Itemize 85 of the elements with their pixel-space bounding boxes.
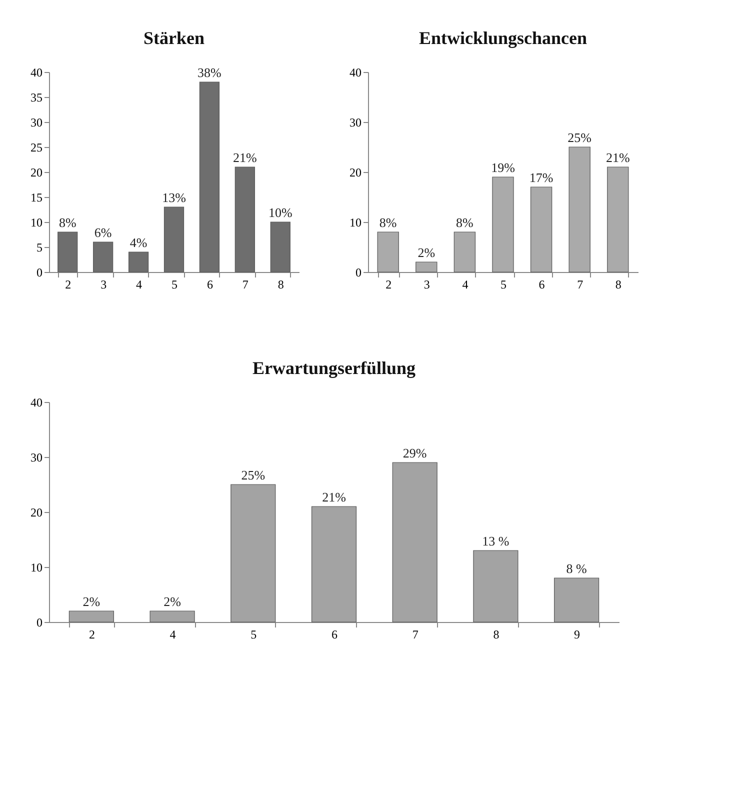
x-tick-label: 7: [412, 628, 418, 642]
data-label: 25%: [568, 130, 592, 145]
bar: [199, 82, 220, 272]
data-label: 2%: [164, 594, 182, 609]
y-tick-label: 20: [30, 166, 42, 180]
data-label: 2%: [418, 245, 436, 260]
bar: [473, 550, 518, 622]
bar: [270, 222, 290, 272]
data-label: 19%: [491, 160, 516, 175]
x-tick-label: 5: [250, 628, 257, 642]
y-tick-label: 40: [350, 66, 362, 80]
data-label: 21%: [233, 150, 257, 165]
y-tick-label: 25: [30, 140, 42, 154]
data-label: 17%: [529, 170, 554, 185]
data-label: 29%: [402, 446, 427, 460]
data-label: 13%: [162, 190, 186, 205]
y-tick-label: 0: [36, 616, 42, 630]
x-tick-label: 2: [65, 278, 72, 292]
bar: [416, 262, 438, 272]
bar: [568, 146, 590, 272]
y-tick-label: 0: [36, 266, 42, 280]
data-label: 13 %: [482, 534, 510, 548]
y-tick-label: 0: [356, 266, 362, 280]
y-tick-label: 20: [30, 506, 42, 520]
data-label: 38%: [198, 65, 222, 80]
x-tick-label: 4: [170, 628, 176, 642]
x-tick-label: 8: [615, 278, 622, 292]
y-tick-label: 5: [36, 240, 42, 254]
x-tick-label: 6: [538, 278, 545, 292]
y-tick-label: 10: [350, 216, 362, 230]
bar: [554, 578, 600, 622]
data-label: 2%: [82, 594, 100, 609]
bar: [68, 610, 114, 622]
bar: [530, 186, 552, 272]
bar: [377, 232, 399, 272]
chart-title: Entwicklungschancen: [418, 28, 588, 48]
y-tick-label: 10: [30, 216, 42, 230]
bar: [454, 232, 476, 272]
y-tick-label: 40: [30, 396, 42, 410]
data-label: 8%: [456, 215, 474, 230]
x-tick-label: 3: [424, 278, 430, 292]
data-label: 8 %: [566, 561, 588, 576]
bar: [164, 206, 184, 272]
y-tick-label: 20: [350, 166, 362, 180]
x-tick-label: 5: [500, 278, 506, 292]
data-label: 10%: [268, 205, 292, 220]
data-label: 4%: [130, 235, 148, 250]
data-label: 21%: [606, 150, 630, 165]
data-label: 8%: [379, 215, 397, 230]
data-label: 21%: [322, 490, 346, 504]
y-tick-label: 30: [30, 116, 42, 130]
x-tick-label: 3: [100, 278, 107, 292]
y-tick-label: 15: [30, 190, 42, 204]
bar: [128, 252, 149, 272]
y-tick-label: 30: [350, 116, 362, 130]
x-tick-label: 2: [386, 278, 392, 292]
chart-title: Stärken: [143, 28, 205, 48]
bar: [230, 484, 276, 622]
bar: [392, 462, 438, 622]
x-tick-label: 4: [462, 278, 468, 292]
bar: [58, 232, 78, 272]
data-label: 25%: [241, 468, 266, 482]
y-tick-label: 40: [30, 66, 42, 80]
bar: [311, 506, 357, 622]
x-tick-label: 4: [136, 278, 142, 292]
x-tick-label: 7: [242, 278, 248, 292]
x-tick-label: 6: [332, 628, 338, 642]
x-tick-label: 9: [574, 628, 580, 642]
x-tick-label: 2: [88, 628, 95, 642]
y-tick-label: 10: [30, 560, 42, 574]
data-label: 6%: [94, 225, 112, 240]
bar: [93, 242, 114, 272]
bar: [607, 166, 629, 272]
chart-title: Erwartungserfüllung: [252, 358, 416, 378]
bar: [492, 176, 514, 272]
x-tick-label: 7: [577, 278, 584, 292]
bar: [234, 166, 255, 272]
x-tick-label: 6: [206, 278, 213, 292]
data-label: 8%: [58, 215, 76, 230]
x-tick-label: 8: [278, 278, 284, 292]
bar: [150, 610, 195, 622]
y-tick-label: 30: [30, 450, 42, 464]
y-tick-label: 35: [30, 90, 42, 104]
x-tick-label: 5: [172, 278, 178, 292]
x-tick-label: 8: [493, 628, 500, 642]
